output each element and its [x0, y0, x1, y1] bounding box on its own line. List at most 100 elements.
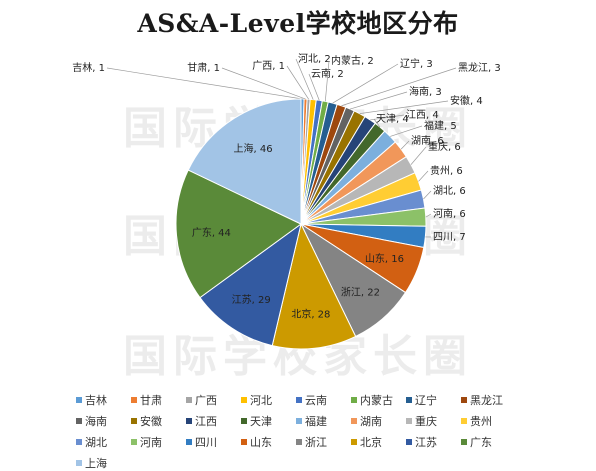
legend-label: 云南: [305, 392, 327, 408]
slice-label-江西: 江西, 4: [406, 109, 439, 121]
legend-swatch: [241, 418, 247, 424]
legend-label: 河南: [140, 434, 162, 450]
legend-item-海南: 海南: [76, 413, 131, 429]
legend-item-山东: 山东: [241, 434, 296, 450]
legend-item-湖南: 湖南: [351, 413, 406, 429]
slice-label-江苏: 江苏, 29: [232, 293, 271, 306]
legend-item-河北: 河北: [241, 392, 296, 408]
legend-item-重庆: 重庆: [406, 413, 461, 429]
slice-label-河北: 河北, 2: [298, 53, 331, 65]
legend-swatch: [186, 439, 192, 445]
legend-item-江苏: 江苏: [406, 434, 461, 450]
slice-label-河南: 河南, 6: [433, 207, 466, 220]
leader-line: [350, 92, 407, 109]
leader-line: [287, 66, 309, 99]
legend-label: 安徽: [140, 413, 162, 429]
legend-swatch: [406, 397, 412, 403]
legend-label: 河北: [250, 392, 272, 408]
slice-label-广东: 广东, 44: [192, 226, 231, 239]
leader-line: [426, 214, 431, 217]
legend-swatch: [406, 439, 412, 445]
slice-label-北京: 北京, 28: [291, 307, 330, 320]
legend-swatch: [461, 418, 467, 424]
legend-label: 江苏: [415, 434, 437, 450]
legend-item-广西: 广西: [186, 392, 241, 408]
slice-label-湖北: 湖北, 6: [433, 185, 466, 197]
legend-swatch: [461, 439, 467, 445]
slice-label-天津: 天津, 4: [376, 113, 409, 125]
legend-label: 天津: [250, 413, 272, 429]
leader-line: [325, 61, 329, 101]
legend-swatch: [76, 397, 82, 403]
slice-label-上海: 上海, 46: [233, 142, 272, 155]
leader-line: [423, 191, 431, 199]
legend-item-江西: 江西: [186, 413, 241, 429]
legend-label: 海南: [85, 413, 107, 429]
legend-swatch: [296, 418, 302, 424]
legend-swatch: [351, 439, 357, 445]
legend-item-辽宁: 辽宁: [406, 392, 461, 408]
legend-label: 江西: [195, 413, 217, 429]
slice-label-重庆: 重庆, 6: [428, 140, 461, 153]
legend-label: 上海: [85, 455, 107, 471]
leader-line: [390, 126, 422, 136]
leader-line: [418, 171, 428, 181]
slice-label-广西: 广西, 1: [252, 60, 285, 72]
legend-item-云南: 云南: [296, 392, 351, 408]
slice-label-海南: 海南, 3: [409, 85, 442, 98]
legend-label: 重庆: [415, 413, 437, 429]
slice-label-甘肃: 甘肃, 1: [187, 61, 220, 74]
slice-label-福建: 福建, 5: [424, 119, 457, 132]
legend: 吉林甘肃广西河北云南内蒙古辽宁黑龙江海南安徽江西天津福建湖南重庆贵州湖北河南四川…: [76, 392, 516, 471]
legend-swatch: [76, 439, 82, 445]
leader-line: [411, 147, 426, 165]
legend-swatch: [241, 397, 247, 403]
legend-label: 浙江: [305, 434, 327, 450]
legend-swatch: [186, 418, 192, 424]
legend-label: 甘肃: [140, 392, 162, 408]
legend-item-四川: 四川: [186, 434, 241, 450]
slice-label-山东: 山东, 16: [365, 252, 404, 265]
legend-swatch: [76, 418, 82, 424]
legend-label: 黑龙江: [470, 392, 503, 408]
legend-swatch: [186, 397, 192, 403]
legend-label: 四川: [195, 434, 217, 450]
legend-swatch: [351, 418, 357, 424]
legend-label: 广东: [470, 434, 492, 450]
legend-swatch: [351, 397, 357, 403]
legend-swatch: [131, 439, 137, 445]
legend-swatch: [296, 439, 302, 445]
legend-label: 吉林: [85, 392, 107, 408]
legend-item-天津: 天津: [241, 413, 296, 429]
legend-label: 湖北: [85, 434, 107, 450]
legend-label: 贵州: [470, 413, 492, 429]
legend-item-浙江: 浙江: [296, 434, 351, 450]
leader-line: [222, 68, 306, 99]
slice-label-内蒙古: 内蒙古, 2: [331, 54, 374, 67]
legend-item-广东: 广东: [461, 434, 516, 450]
legend-item-河南: 河南: [131, 434, 186, 450]
legend-label: 湖南: [360, 413, 382, 429]
legend-label: 北京: [360, 434, 382, 450]
slice-label-贵州: 贵州, 6: [430, 164, 463, 177]
legend-swatch: [296, 397, 302, 403]
slice-label-浙江: 浙江, 22: [341, 287, 380, 299]
legend-label: 广西: [195, 392, 217, 408]
legend-swatch: [76, 460, 82, 466]
legend-swatch: [406, 418, 412, 424]
leader-line: [401, 141, 409, 149]
legend-label: 山东: [250, 434, 272, 450]
legend-item-甘肃: 甘肃: [131, 392, 186, 408]
slice-label-安徽: 安徽, 4: [450, 94, 483, 107]
legend-item-上海: 上海: [76, 455, 131, 471]
legend-swatch: [241, 439, 247, 445]
legend-item-安徽: 安徽: [131, 413, 186, 429]
legend-label: 福建: [305, 413, 327, 429]
legend-swatch: [131, 418, 137, 424]
slice-label-吉林: 吉林, 1: [72, 61, 105, 74]
legend-swatch: [461, 397, 467, 403]
slice-label-辽宁: 辽宁, 3: [400, 57, 433, 70]
legend-item-吉林: 吉林: [76, 392, 131, 408]
legend-swatch: [131, 397, 137, 403]
